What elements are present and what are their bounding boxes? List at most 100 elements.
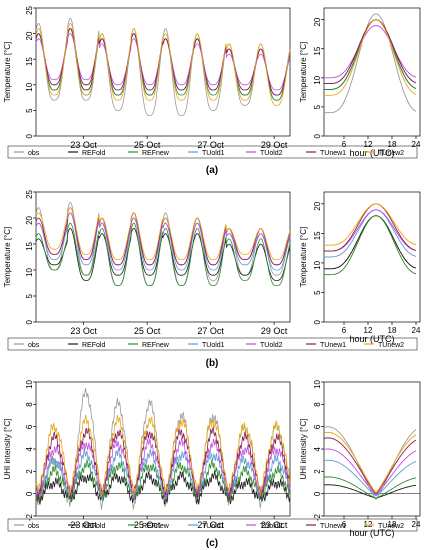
y-tick-label: 15 [25,57,34,66]
y-tick-label: 10 [25,82,34,91]
y-tick-label: 20 [25,215,34,224]
panel-caption: (c) [206,538,218,549]
diurnal-series-obs [323,215,417,270]
y-axis-label: Temperature [°C] [299,42,308,103]
legend-label: REFold [82,342,105,349]
y-tick-label: 5 [313,290,322,295]
y-tick-label: 10 [25,267,34,276]
timeseries-frame [35,7,291,137]
y-tick-label: 0 [313,133,322,138]
panel-caption: (a) [206,165,218,176]
y-tick-label: 0 [313,319,322,324]
diurnal-panel-a: 0 5 10 15 20 6 12 18 24 hour (UTC) Temperature [°C… [299,7,421,158]
diurnal-frame [323,7,421,137]
x-tick-label: 27 Oct [197,140,224,150]
x-tick-label: 25 Oct [134,520,161,530]
y-tick-label: 5 [313,104,322,109]
legend-label: REFold [82,523,105,530]
legend-label: TUold1 [202,150,225,157]
diurnal-series-REFnew [323,215,417,276]
x-tick-label: 27 Oct [197,326,224,336]
y-tick-label: 20 [25,31,34,40]
series-REFold [35,470,291,505]
y-tick-label: 0 [313,491,322,496]
legend-frame [7,337,418,351]
y-tick-label: 10 [25,379,34,388]
diurnal-series-TUnew2 [323,203,417,246]
diurnal-series-TUnew2 [323,19,417,96]
x-tick-label: 29 Oct [261,520,288,530]
x-tick-label: 18 [388,326,397,335]
y-tick-label: 0 [25,319,34,324]
y-tick-label: 20 [313,17,322,26]
legend-label: REFnew [142,523,170,530]
y-tick-label: 15 [25,241,34,250]
x-tick-label: 18 [388,520,397,529]
series-TUnew2 [35,207,291,261]
x-tick-label: 25 Oct [134,326,161,336]
series-REFnew [35,222,291,287]
y-tick-label: 5 [25,108,34,113]
legend-label: obs [28,523,40,530]
y-tick-label: 8 [25,402,34,407]
x-tick-label: 23 Oct [70,520,97,530]
series-REFold [35,227,291,281]
diurnal-series-REFnew [323,476,417,499]
y-tick-label: 6 [25,424,34,429]
series-TUnew2 [35,414,291,497]
legend: obs REFold REFnew TUold1 TUold2 TUnew1 TUnew2 [7,145,418,159]
y-tick-label: 4 [313,446,322,451]
x-tick-label: 29 Oct [261,326,288,336]
x-tick-label: 6 [342,520,347,529]
legend-label: TUnew1 [320,523,346,530]
x-axis-label: hour (UTC) [349,334,394,344]
y-axis-label: UHI intensity [°C] [299,419,308,480]
x-tick-label: 12 [364,140,373,149]
y-tick-label: 6 [313,424,322,429]
panel-a: 0 5 10 15 20 25 23 Oct 25 Oct 27 Oct 29 Oct Temper… [3,5,421,176]
legend-label: TUnew2 [378,150,404,157]
y-axis-label: Temperature [°C] [299,227,308,288]
x-tick-label: 12 [364,326,373,335]
y-tick-label: 5 [25,293,34,298]
y-tick-label: 0 [25,133,34,138]
y-axis-label: Temperature [°C] [3,42,12,103]
diurnal-series-TUnew2 [323,431,417,494]
diurnal-series-REFnew [324,19,417,90]
y-tick-label: 10 [313,379,322,388]
diurnal-series-TUold1 [323,459,417,497]
x-axis-label: hour (UTC) [349,528,394,538]
legend-label: TUold1 [202,342,225,349]
legend-label: TUold2 [260,523,283,530]
legend-label: REFnew [142,342,170,349]
y-tick-label: 2 [25,469,34,474]
x-tick-label: 24 [412,326,421,335]
y-axis-label: UHI intensity [°C] [3,419,12,480]
diurnal-series-REFold [323,484,417,499]
x-tick-label: 24 [412,520,421,529]
diurnal-series-TUold2 [323,25,417,79]
x-tick-label: 18 [388,140,397,149]
y-tick-label: 10 [313,260,322,269]
x-tick-label: 25 Oct [134,140,161,150]
y-tick-label: 15 [313,46,322,55]
legend-label: TUnew2 [378,523,404,530]
y-axis-label: Temperature [°C] [3,227,12,288]
series-obs [35,17,291,116]
panel-b: 0 5 10 15 20 25 23 Oct 25 Oct 27 Oct 29 Oct Temper… [3,189,421,369]
legend-label: REFold [82,150,105,157]
diurnal-series-TUnew1 [323,437,417,495]
y-tick-label: -2 [313,513,322,521]
legend-label: TUnew2 [378,342,404,349]
diurnal-panel-b: 0 5 10 15 20 6 12 18 24 hour (UTC) Temperature [°C… [299,191,421,344]
y-tick-label: 8 [313,402,322,407]
legend-label: TUnew1 [320,150,346,157]
y-tick-label: 20 [313,201,322,210]
legend-label: TUold1 [202,523,225,530]
diurnal-series-obs [323,13,417,114]
legend-frame [7,145,418,159]
legend-label: obs [28,342,40,349]
series-TUnew2 [35,22,291,106]
